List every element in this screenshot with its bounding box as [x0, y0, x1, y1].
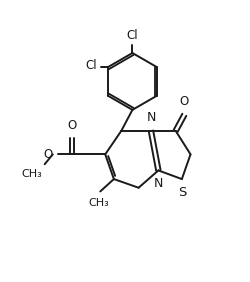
Text: O: O: [180, 95, 189, 108]
Text: CH₃: CH₃: [22, 169, 42, 179]
Text: Cl: Cl: [126, 29, 138, 42]
Text: CH₃: CH₃: [88, 198, 109, 208]
Text: O: O: [44, 148, 53, 161]
Text: N: N: [147, 111, 156, 124]
Text: O: O: [67, 119, 76, 132]
Text: S: S: [178, 186, 186, 199]
Text: Cl: Cl: [86, 60, 98, 72]
Text: N: N: [154, 177, 164, 190]
